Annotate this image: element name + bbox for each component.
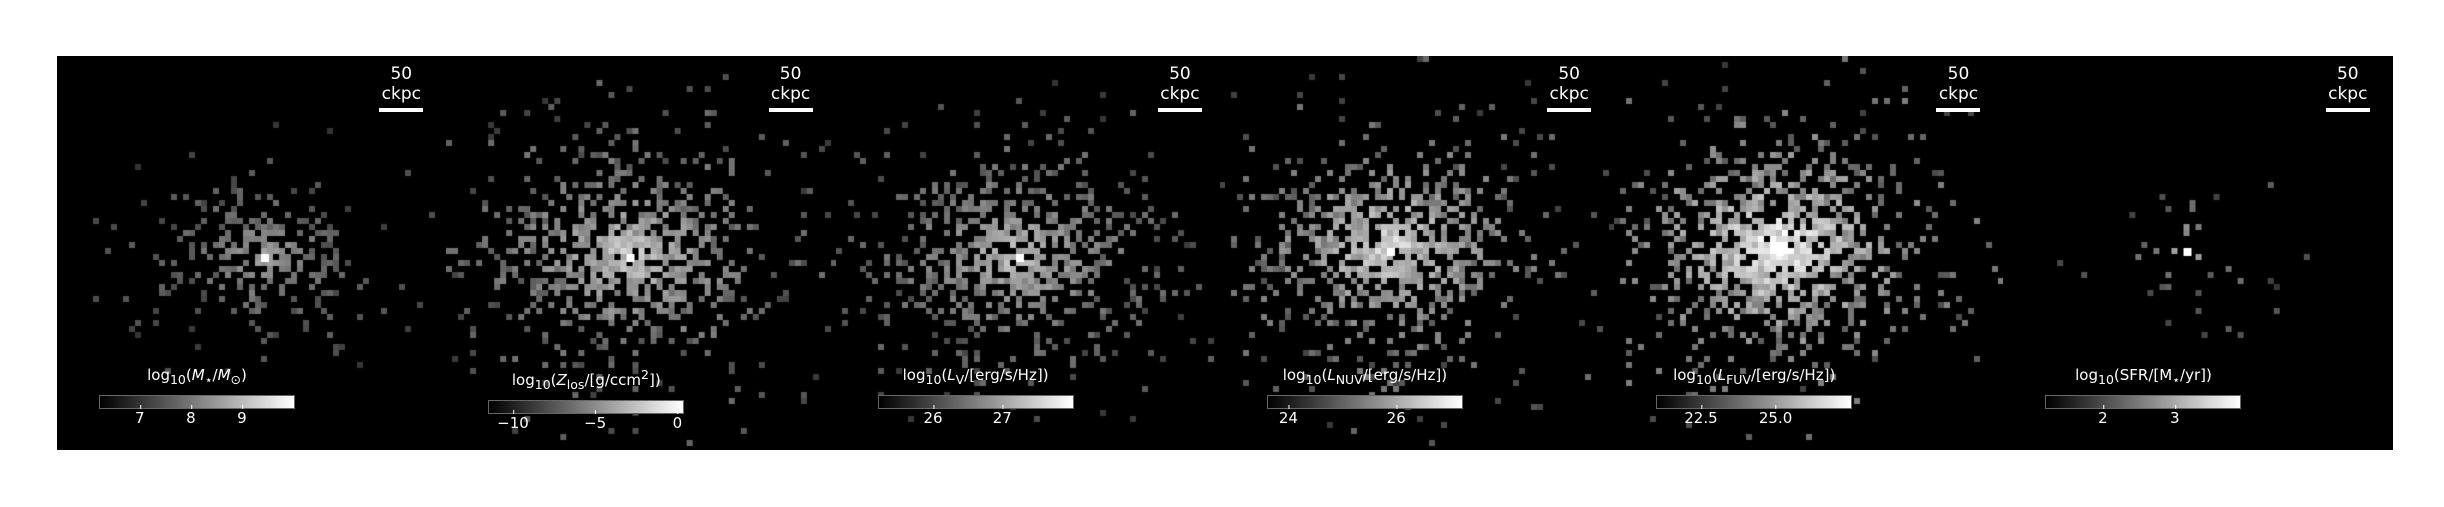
- scale-bar-line: [1157, 108, 1202, 112]
- scale-bar-indicator: 50 ckpc: [370, 64, 432, 112]
- colorbar: log10(LFUV/[erg/s/Hz]) 22.5 25.0: [1656, 366, 1853, 431]
- colorbar-tick-label: 25.0: [1758, 405, 1793, 427]
- image-panel: 50 ckpc log10(M⋆/M⊙) 7 8 9: [57, 56, 447, 450]
- colorbar-label: log10(LV/[erg/s/Hz]): [902, 366, 1049, 387]
- colorbar-tick-label: −5: [584, 410, 607, 432]
- colorbar-gradient: [1266, 395, 1463, 409]
- colorbar-label: log10(SFR/[M⋆/yr]): [2075, 366, 2212, 387]
- galaxy-map: [1614, 56, 2004, 450]
- colorbar-tick-label: 26: [1386, 405, 1406, 427]
- scale-bar-indicator: 50 ckpc: [2317, 64, 2379, 112]
- scale-label: 50 ckpc: [2328, 64, 2368, 104]
- colorbar-ticks: 24 26: [1267, 405, 1463, 431]
- colorbar-tick-label: 27: [992, 405, 1012, 427]
- colorbar-label: log10(M⋆/M⊙): [147, 366, 247, 387]
- colorbar-tick-label: 9: [237, 405, 247, 427]
- scale-bar-line: [768, 108, 813, 112]
- scale-bar-indicator: 50 ckpc: [1538, 64, 1600, 112]
- colorbar-tick-label: 24: [1278, 405, 1298, 427]
- scale-bar-indicator: 50 ckpc: [1927, 64, 1989, 112]
- colorbar-ticks: 26 27: [878, 405, 1074, 431]
- scale-bar-line: [379, 108, 424, 112]
- colorbar-gradient: [2045, 395, 2242, 409]
- colorbar-tick-label: 7: [135, 405, 145, 427]
- colorbar: log10(LV/[erg/s/Hz]) 26 27: [877, 366, 1074, 431]
- colorbar-tick-label: 2: [2098, 405, 2108, 427]
- scale-bar-line: [2325, 108, 2370, 112]
- colorbar-tick-label: −10: [497, 410, 529, 432]
- image-panel: 50 ckpc log10(LFUV/[erg/s/Hz]) 22.5 25.0: [1614, 56, 2004, 450]
- colorbar-label: log10(LFUV/[erg/s/Hz]): [1673, 366, 1836, 387]
- galaxy-map: [835, 56, 1225, 450]
- colorbar-gradient: [99, 395, 295, 409]
- scale-label: 50 ckpc: [381, 64, 421, 104]
- galaxy-map: [57, 56, 447, 450]
- colorbar-tick-label: 8: [186, 405, 196, 427]
- image-panel: 50 ckpc log10(Zlos/[g/ccm2]) −10 −5 0: [446, 56, 836, 450]
- colorbar-tick-label: 22.5: [1684, 405, 1718, 427]
- galaxy-map: [2003, 56, 2393, 450]
- colorbar-tick-label: 3: [2170, 405, 2180, 427]
- scale-bar-line: [1936, 108, 1981, 112]
- colorbar-tick-label: 0: [672, 410, 683, 432]
- colorbar-label: log10(LNUV/[erg/s/Hz]): [1282, 366, 1448, 387]
- scale-bar-indicator: 50 ckpc: [760, 64, 822, 112]
- image-panel: 50 ckpc log10(LNUV/[erg/s/Hz]) 24 26: [1224, 56, 1615, 450]
- scale-label: 50 ckpc: [770, 64, 811, 104]
- colorbar: log10(SFR/[M⋆/yr]) 2 3: [2045, 366, 2242, 431]
- colorbar-gradient: [488, 400, 685, 414]
- colorbar-ticks: −10 −5 0: [488, 410, 684, 436]
- scale-label: 50 ckpc: [1160, 64, 1200, 104]
- colorbar: log10(Zlos/[g/ccm2]) −10 −5 0: [488, 366, 685, 436]
- colorbar: log10(M⋆/M⊙) 7 8 9: [99, 366, 295, 431]
- colorbar-ticks: 7 8 9: [99, 405, 295, 431]
- galaxy-map: [1224, 56, 1615, 450]
- scale-label: 50 ckpc: [1938, 64, 1979, 104]
- colorbar-gradient: [877, 395, 1074, 409]
- scale-bar-indicator: 50 ckpc: [1149, 64, 1211, 112]
- colorbar: log10(LNUV/[erg/s/Hz]) 24 26: [1266, 366, 1463, 431]
- colorbar-tick-label: 26: [923, 405, 943, 427]
- galaxy-map: [446, 56, 836, 450]
- image-strip: 50 ckpc log10(M⋆/M⊙) 7 8 9 50 ckpc log10(Zlos/…: [57, 56, 2393, 450]
- image-panel: 50 ckpc log10(SFR/[M⋆/yr]) 2 3: [2003, 56, 2393, 450]
- image-panel: 50 ckpc log10(LV/[erg/s/Hz]) 26 27: [835, 56, 1225, 450]
- colorbar-gradient: [1656, 395, 1853, 409]
- scale-label: 50 ckpc: [1549, 64, 1589, 104]
- scale-bar-line: [1547, 108, 1592, 112]
- colorbar-label: log10(Zlos/[g/ccm2]): [511, 367, 661, 392]
- colorbar-ticks: 22.5 25.0: [1656, 405, 1852, 431]
